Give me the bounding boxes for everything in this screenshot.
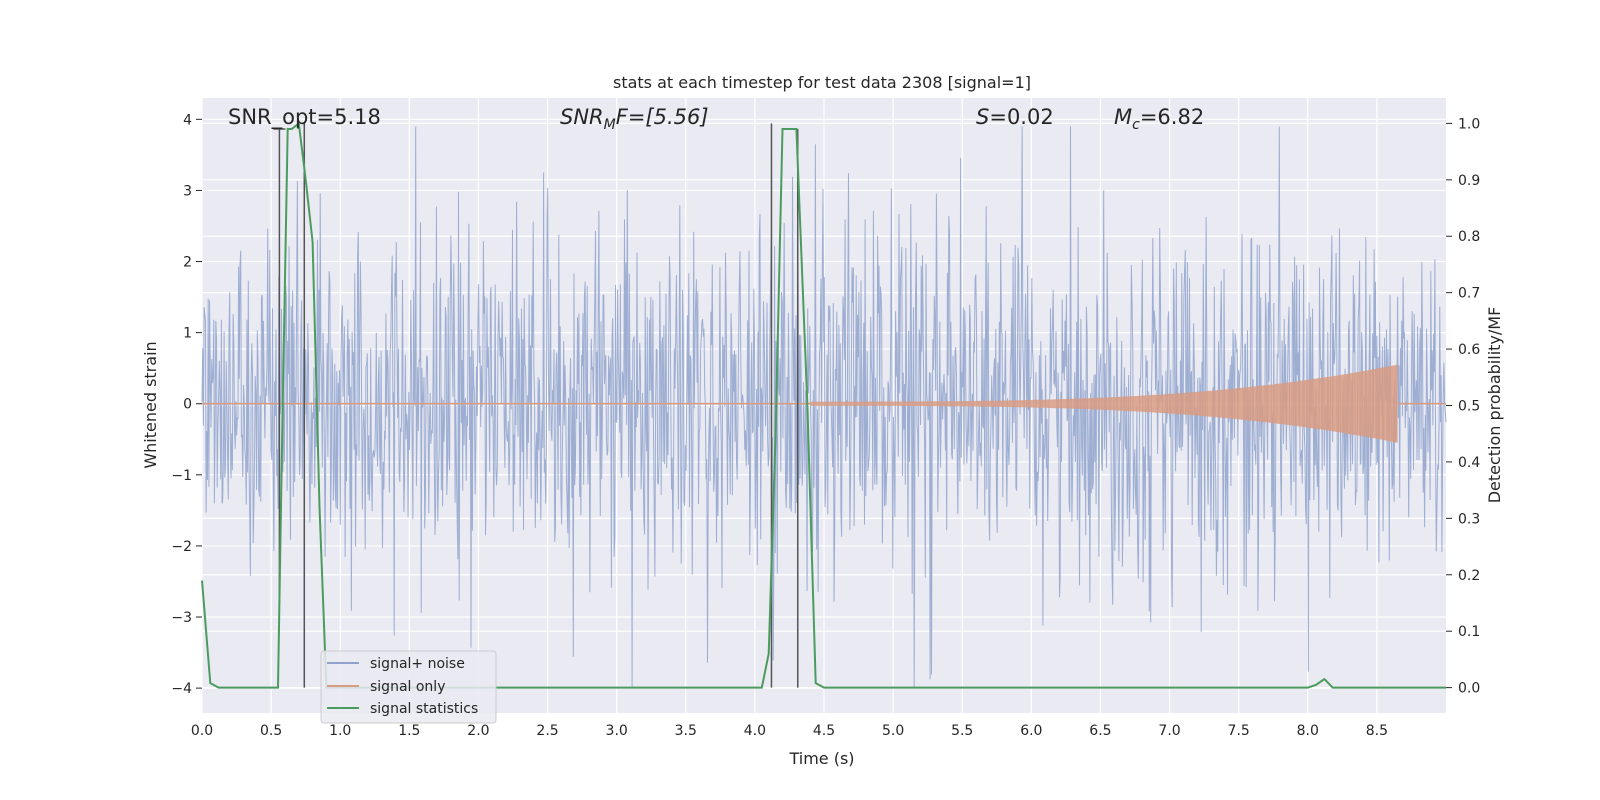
s-rest: =0.02 bbox=[989, 105, 1053, 129]
y-tick-label-right: 0.1 bbox=[1458, 624, 1480, 640]
legend: signal+ noise signal only signal statist… bbox=[320, 650, 497, 724]
y-axis-right-label: Detection probability/MF bbox=[1485, 307, 1504, 504]
legend-box bbox=[320, 650, 497, 724]
y-tick-label-left: 0 bbox=[183, 397, 192, 413]
x-tick-label: 1.5 bbox=[398, 723, 420, 739]
y-tick-label-left: −4 bbox=[171, 681, 192, 697]
signal-envelope bbox=[810, 364, 1398, 443]
x-axis-label: Time (s) bbox=[788, 749, 854, 768]
annotation-mc: Mc=6.82 bbox=[1114, 105, 1204, 133]
y-tick-label-right: 0.4 bbox=[1458, 455, 1480, 471]
x-tick-label: 3.5 bbox=[675, 723, 697, 739]
y-axis-left-ticks: 4 3 2 1 0 −1 −2 −3 −4 bbox=[171, 112, 202, 697]
y-tick-label-right: 1.0 bbox=[1458, 116, 1480, 132]
mc-base: M bbox=[1114, 105, 1132, 129]
series-signal-statistics bbox=[201, 121, 1446, 689]
y-tick-label-left: −3 bbox=[171, 610, 192, 626]
annotation-snr-mf: SNRMF=[5.56] bbox=[560, 105, 709, 133]
x-tick-label: 8.0 bbox=[1297, 723, 1319, 739]
snr-mf-sub: M bbox=[604, 117, 616, 133]
x-tick-label: 6.0 bbox=[1020, 723, 1042, 739]
chart-title: stats at each timestep for test data 230… bbox=[613, 73, 1031, 92]
y-tick-label-right: 0.6 bbox=[1458, 342, 1480, 358]
y-tick-label-left: 1 bbox=[183, 326, 192, 342]
snr-mf-rest: F=[5.56] bbox=[616, 105, 709, 129]
x-tick-label: 3.0 bbox=[606, 723, 628, 739]
legend-label-stats: signal statistics bbox=[370, 701, 478, 717]
y-tick-label-right: 0.5 bbox=[1458, 399, 1480, 415]
statistics-line bbox=[201, 121, 1446, 689]
x-tick-label: 7.5 bbox=[1228, 723, 1250, 739]
x-tick-label: 1.0 bbox=[329, 723, 351, 739]
x-tick-label: 0.0 bbox=[191, 723, 213, 739]
y-axis-right-ticks: 1.0 0.9 0.8 0.7 0.6 0.5 0.4 0.3 0.2 0.1 0.0 bbox=[1446, 116, 1480, 697]
vertical-markers bbox=[273, 123, 799, 688]
y-tick-label-left: 4 bbox=[183, 112, 192, 128]
y-tick-label-left: −2 bbox=[171, 539, 192, 555]
y-axis-left-label: Whitened strain bbox=[141, 341, 160, 468]
y-tick-label-left: 3 bbox=[183, 183, 192, 199]
annotation-snr-opt: SNR_opt=5.18 bbox=[228, 105, 381, 130]
y-tick-label-left: −1 bbox=[171, 468, 192, 484]
y-tick-label-right: 0.8 bbox=[1458, 229, 1480, 245]
y-tick-label-left: 2 bbox=[183, 255, 192, 271]
legend-label-signal: signal only bbox=[370, 679, 445, 695]
x-tick-label: 4.0 bbox=[744, 723, 766, 739]
snr-mf-base: SNR bbox=[560, 105, 604, 129]
x-tick-label: 2.5 bbox=[536, 723, 558, 739]
noise-line bbox=[201, 126, 1447, 689]
y-tick-label-right: 0.3 bbox=[1458, 511, 1480, 527]
x-tick-label: 7.0 bbox=[1158, 723, 1180, 739]
s-base: S bbox=[976, 105, 989, 129]
y-tick-label-right: 0.9 bbox=[1458, 173, 1480, 189]
series-signal-noise bbox=[201, 126, 1447, 689]
x-axis-ticks: 0.0 0.5 1.0 1.5 2.0 2.5 3.0 3.5 4.0 4.5 5.0 5.5 6.0 6… bbox=[191, 723, 1388, 739]
legend-label-noise: signal+ noise bbox=[370, 656, 465, 672]
x-tick-label: 0.5 bbox=[260, 723, 282, 739]
x-tick-label: 8.5 bbox=[1366, 723, 1388, 739]
x-tick-label: 5.5 bbox=[951, 723, 973, 739]
x-tick-label: 4.5 bbox=[813, 723, 835, 739]
mc-rest: =6.82 bbox=[1140, 105, 1204, 129]
mc-sub: c bbox=[1132, 117, 1140, 133]
annotation-s: S=0.02 bbox=[976, 105, 1054, 129]
y-tick-label-right: 0.0 bbox=[1458, 681, 1480, 697]
x-tick-label: 6.5 bbox=[1089, 723, 1111, 739]
x-tick-label: 2.0 bbox=[467, 723, 489, 739]
y-tick-label-right: 0.7 bbox=[1458, 286, 1480, 302]
y-tick-label-right: 0.2 bbox=[1458, 568, 1480, 584]
series-signal-only bbox=[202, 364, 1446, 443]
x-tick-label: 5.0 bbox=[882, 723, 904, 739]
